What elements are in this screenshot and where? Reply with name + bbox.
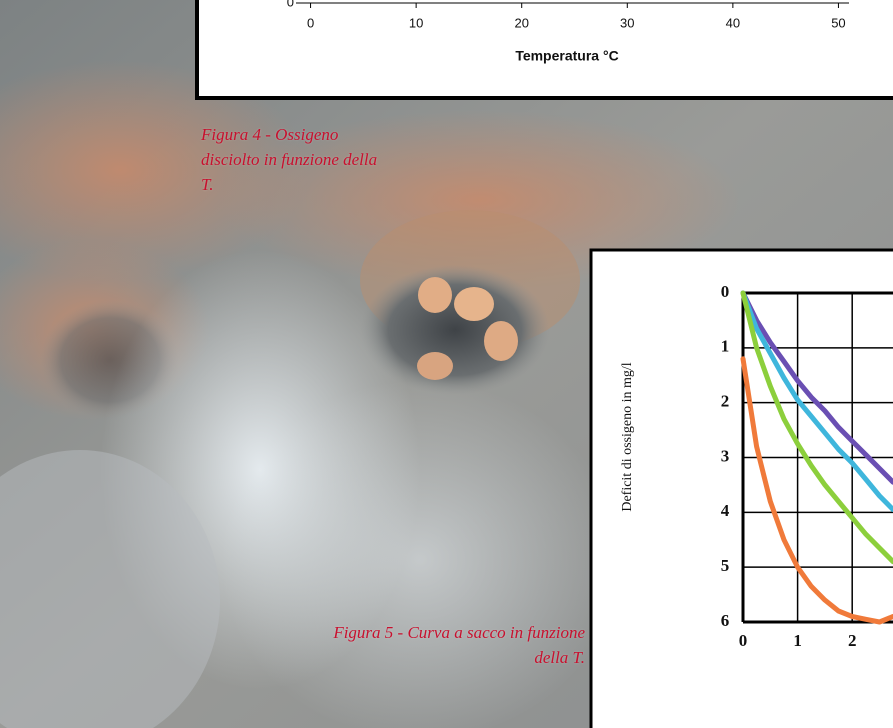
y-axis-title: Deficit di ossigeno in mg/l — [620, 362, 635, 511]
x-axis-title: Temperatura °C — [515, 48, 618, 64]
y-tick-label: 2 — [721, 392, 730, 411]
x-tick-label: 50 — [831, 15, 845, 30]
x-tick-label: 30 — [620, 15, 634, 30]
figure-caption: Figura 4 - Ossigeno disciolto in funzion… — [201, 122, 383, 197]
y-tick-label: 4 — [721, 501, 730, 520]
x-tick-label: 20 — [514, 15, 528, 30]
y-tick-label: 5 — [721, 556, 730, 575]
x-tick-label: 10 — [409, 15, 423, 30]
page: {"chart_data": [ {"type": "axis-fragment… — [0, 0, 893, 728]
x-tick-label: 0 — [739, 631, 748, 650]
figure-4-chart: Temperatura °C 0 10 20 30 40 50 0 — [197, 0, 893, 98]
y-tick-label: 0 — [287, 0, 294, 9]
figure-caption: Figura 5 - Curva a sacco in funzione del… — [300, 620, 585, 670]
x-tick-label: 1 — [793, 631, 802, 650]
scene: Temperatura °C 010203040500 Deficit di o… — [0, 0, 893, 728]
y-tick-label: 6 — [721, 611, 730, 630]
x-tick-label: 2 — [848, 631, 857, 650]
y-tick-label: 1 — [721, 337, 730, 356]
x-tick-label: 40 — [726, 15, 740, 30]
y-tick-label: 0 — [721, 282, 730, 301]
x-tick-label: 0 — [307, 15, 314, 30]
y-tick-label: 3 — [721, 446, 730, 465]
